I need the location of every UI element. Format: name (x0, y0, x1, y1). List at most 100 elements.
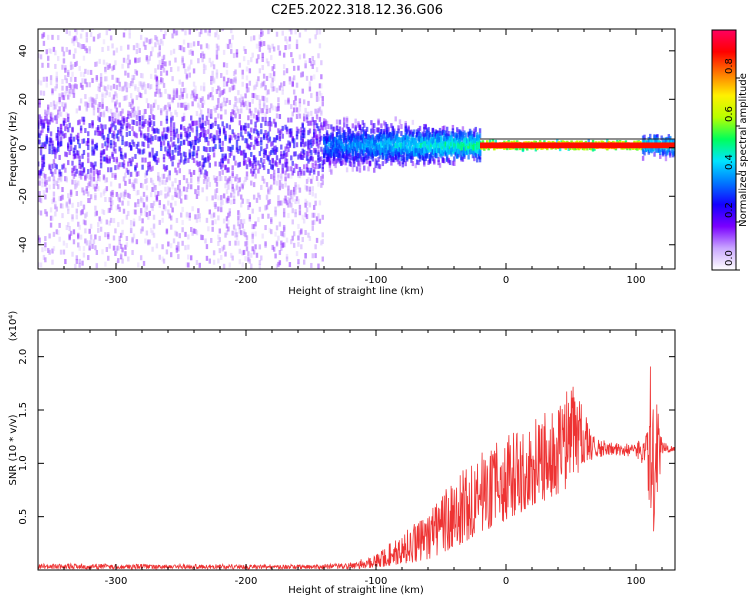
heatmap-cell (93, 37, 95, 42)
heatmap-cell (239, 162, 241, 167)
heatmap-cell (137, 262, 139, 267)
heatmap-cell (43, 77, 45, 82)
heatmap-cell (57, 147, 59, 152)
heatmap-cell (150, 51, 152, 56)
heatmap-cell (206, 218, 208, 223)
heatmap-cell (246, 235, 248, 240)
heatmap-cell (221, 121, 223, 126)
heatmap-cell (137, 190, 139, 195)
heatmap-cell (206, 147, 208, 152)
heatmap-cell (104, 197, 106, 202)
heatmap-cell (403, 152, 405, 157)
heatmap-cell (252, 234, 254, 239)
heatmap-cell (169, 170, 171, 175)
heatmap-cell (153, 215, 155, 220)
heatmap-cell (143, 149, 145, 154)
heatmap-cell (313, 60, 315, 65)
heatmap-cell (181, 227, 183, 232)
heatmap-cell (290, 190, 292, 195)
heatmap-cell (244, 256, 246, 261)
heatmap-cell (68, 50, 70, 55)
heatmap-cell (363, 166, 365, 171)
heatmap-cell (246, 105, 248, 110)
heatmap-cell (189, 73, 191, 78)
heatmap-cell (475, 127, 477, 132)
heatmap-cell (204, 238, 206, 243)
heatmap-cell (91, 78, 93, 83)
heatmap-cell (230, 135, 232, 140)
heatmap-cell (280, 201, 282, 206)
heatmap-cell (224, 156, 226, 161)
heatmap-cell (166, 249, 168, 254)
heatmap-cell (160, 141, 162, 146)
heatmap-cell (293, 107, 295, 112)
heatmap-cell (256, 59, 258, 64)
heatmap-cell (83, 205, 85, 210)
heatmap-cell (223, 50, 225, 55)
heatmap-cell (76, 61, 78, 66)
heatmap-cell (213, 250, 215, 255)
heatmap-cell (114, 142, 116, 147)
heatmap-cell (352, 167, 354, 172)
heatmap-cell (269, 45, 271, 50)
figure: C2E5.2022.318.12.36.G06 -300 -200 -100 0 100… (0, 0, 750, 600)
heatmap-cell (253, 145, 255, 150)
heatmap-cell (87, 191, 89, 196)
heatmap-cell (236, 98, 238, 103)
heatmap-cell (319, 43, 321, 48)
heatmap-cell (223, 245, 225, 250)
heatmap-cell (294, 23, 296, 28)
heatmap-cell (200, 29, 202, 34)
heatmap-cell (131, 81, 133, 86)
heatmap-cell (111, 117, 113, 122)
heatmap-cell (169, 61, 171, 66)
heatmap-cell (254, 108, 256, 113)
heatmap-cell (297, 66, 299, 71)
heatmap-cell (250, 57, 252, 62)
heatmap-cell (382, 161, 384, 166)
heatmap-cell (293, 143, 295, 148)
heatmap-cell (43, 154, 45, 159)
heatmap-cell (68, 226, 70, 231)
heatmap-cell (259, 207, 261, 212)
heatmap-cell (319, 29, 321, 34)
heatmap-cell (399, 161, 401, 166)
heatmap-cell (61, 195, 63, 200)
heatmap-cell (350, 162, 352, 167)
heatmap-cell (216, 74, 218, 79)
heatmap-cell (669, 153, 671, 158)
heatmap-cell (269, 160, 271, 165)
y-tick-label: 1.0 (18, 455, 29, 471)
heatmap-cell (237, 109, 239, 114)
heatmap-cell (309, 187, 311, 192)
heatmap-cell (106, 90, 108, 95)
heatmap-cell (126, 236, 128, 241)
heatmap-cell (263, 179, 265, 184)
heatmap-cell (48, 250, 50, 255)
heatmap-cell (214, 23, 216, 28)
heatmap-cell (114, 228, 116, 233)
x-tick-label: -100 (365, 275, 388, 286)
heatmap-cell (140, 35, 142, 40)
heatmap-cell (289, 262, 291, 267)
heatmap-cell (241, 262, 243, 267)
heatmap-cell (68, 198, 70, 203)
heatmap-cell (286, 39, 288, 44)
heatmap-cell (322, 174, 324, 179)
heatmap-cell (289, 44, 291, 49)
x-tick-label: 100 (626, 275, 645, 286)
heatmap-cell (121, 259, 123, 264)
heatmap-cell (201, 235, 203, 240)
heatmap-cell (252, 24, 254, 29)
heatmap-cell (303, 133, 305, 138)
heatmap-cell (76, 209, 78, 214)
heatmap-cell (303, 153, 305, 158)
heatmap-cell (136, 239, 138, 244)
heatmap-cell (160, 121, 162, 126)
heatmap-cell (475, 153, 477, 158)
heatmap-cell (160, 71, 162, 76)
heatmap-cell (223, 264, 225, 269)
heatmap-cell (184, 30, 186, 35)
heatmap-cell (346, 167, 348, 172)
heatmap-cell (284, 176, 286, 181)
